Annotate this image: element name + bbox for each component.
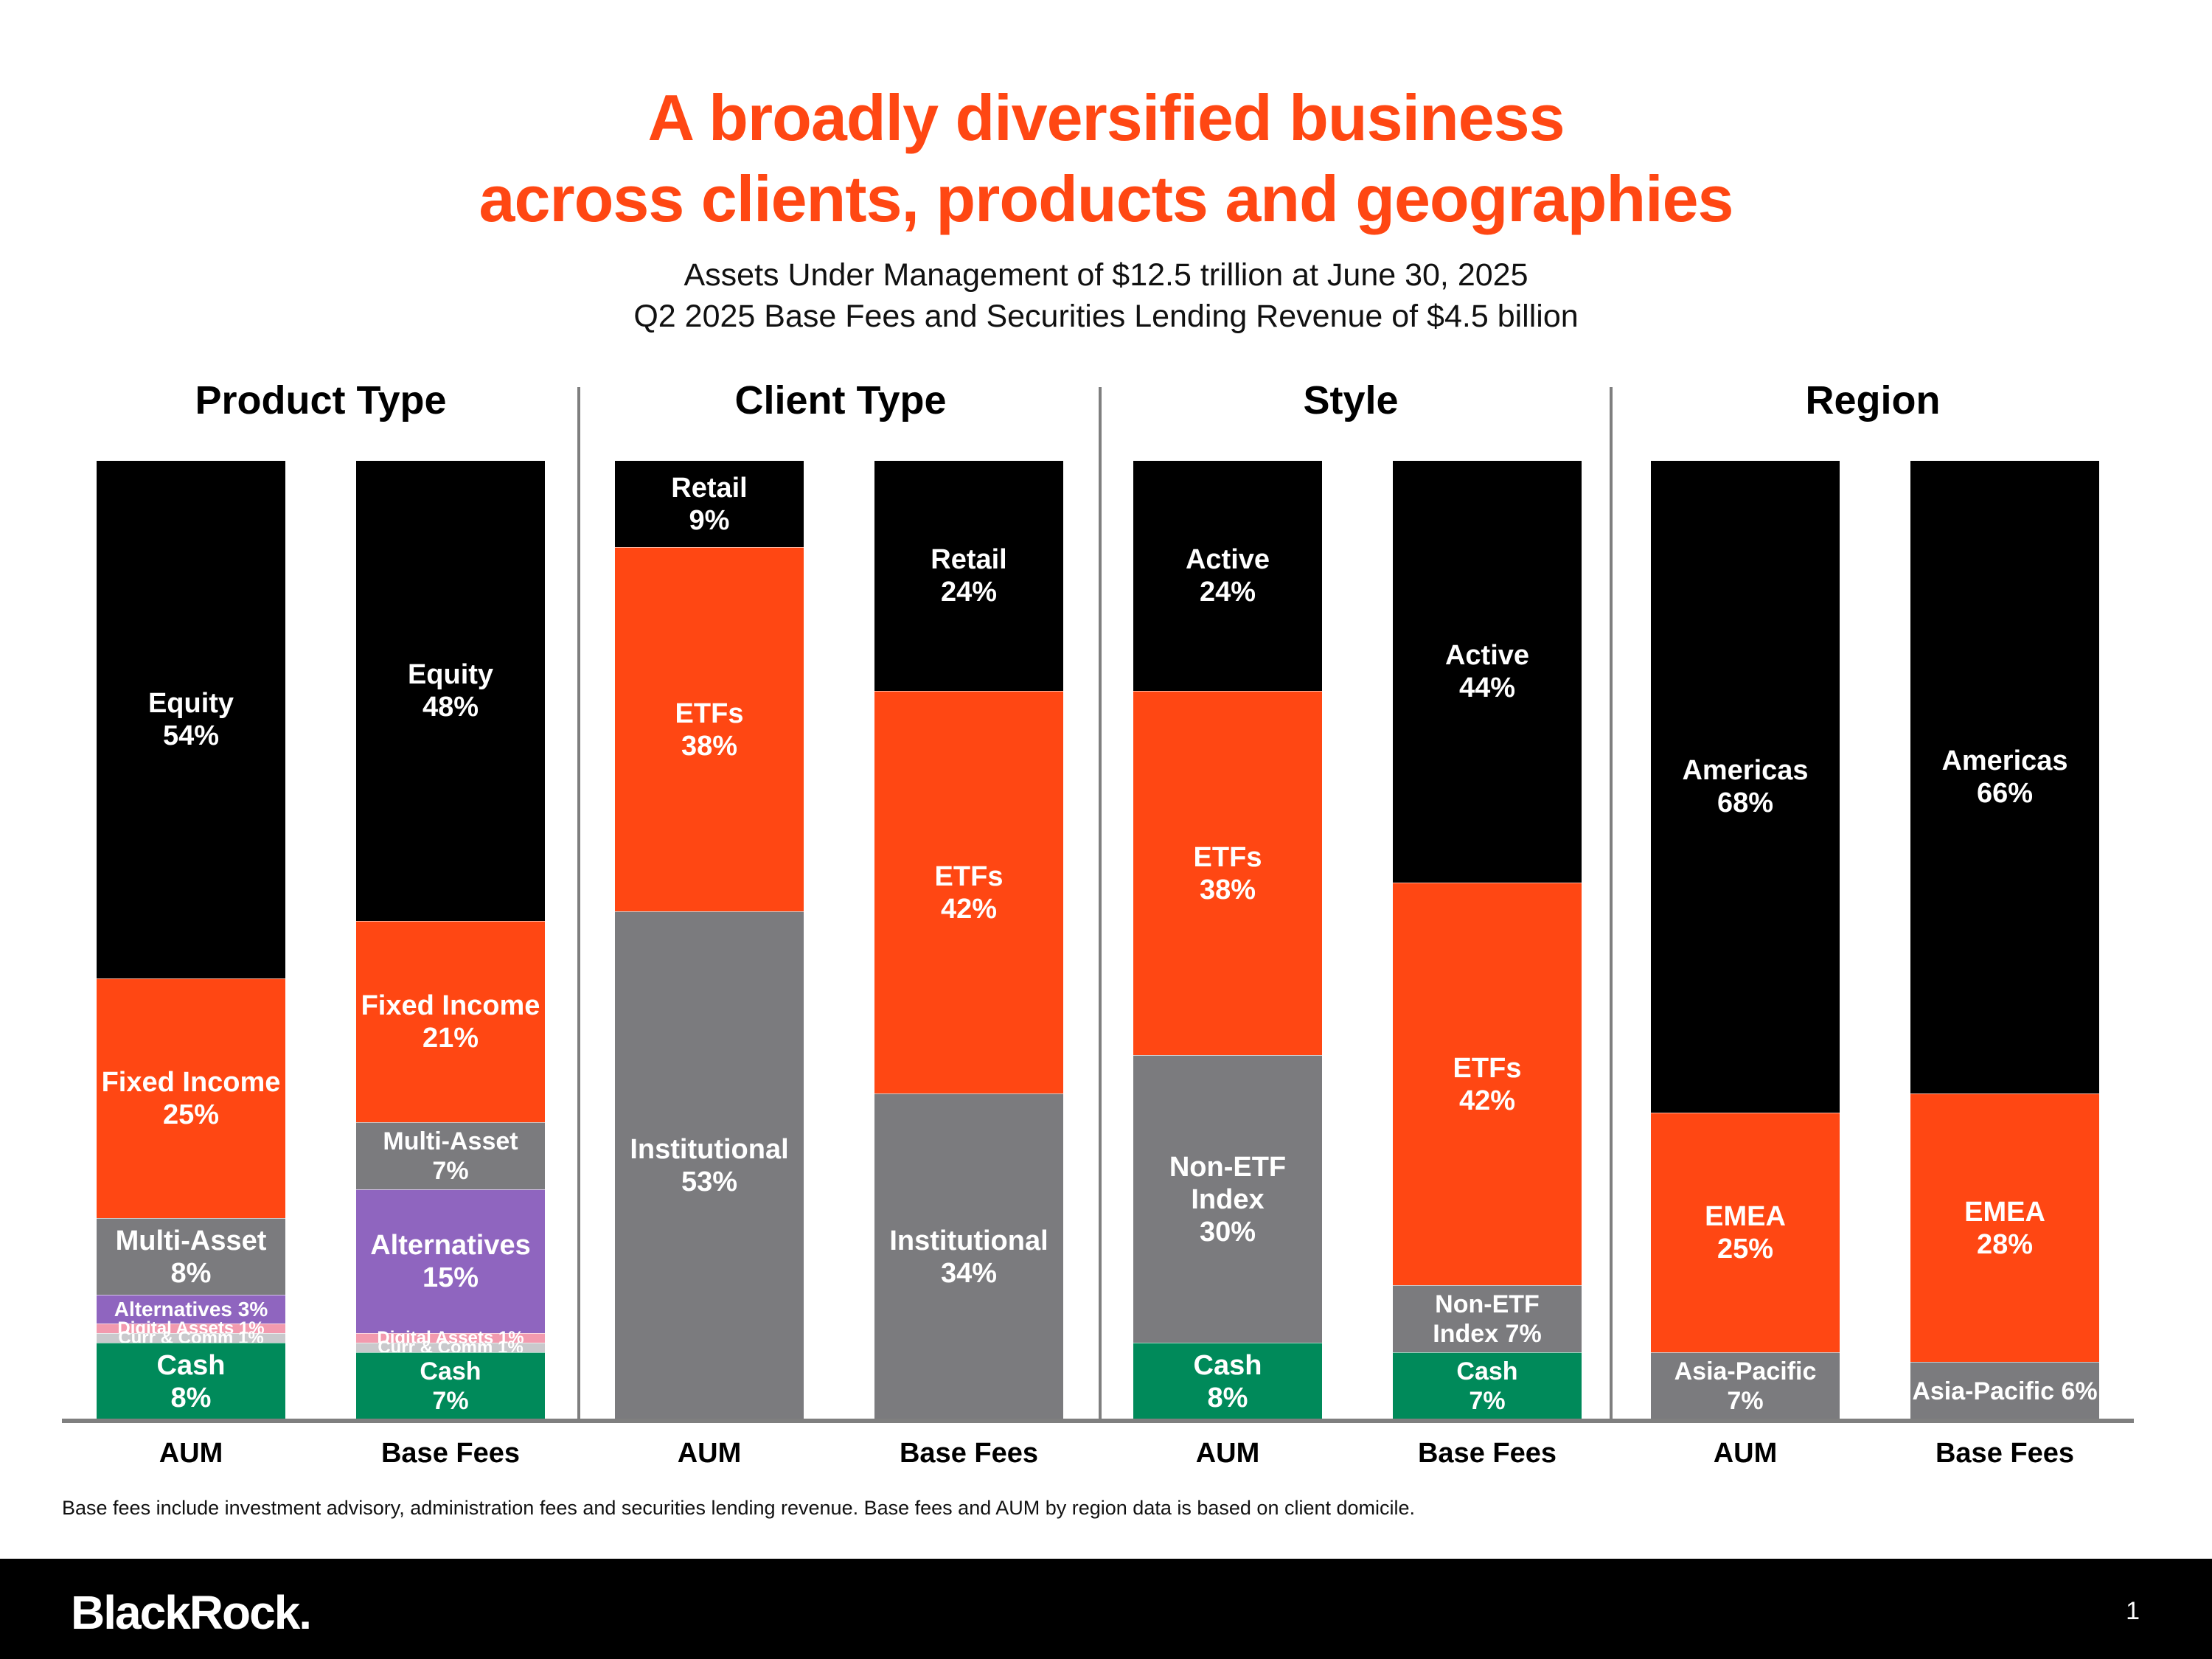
segment-label: Asia-Pacific 7% xyxy=(1674,1357,1817,1415)
subtitle-line-1: Assets Under Management of $12.5 trillio… xyxy=(684,257,1528,293)
bar-segment-etfs: ETFs 38% xyxy=(615,547,804,911)
bar-segment-retail: Retail 9% xyxy=(615,461,804,547)
segment-label: Institutional 34% xyxy=(889,1225,1048,1289)
segment-label: EMEA 25% xyxy=(1705,1201,1786,1265)
segment-label: Fixed Income 25% xyxy=(101,1067,281,1130)
segment-label: Retail 9% xyxy=(671,472,748,536)
segment-label: Non-ETF Index 30% xyxy=(1169,1151,1287,1248)
segment-label: Equity 48% xyxy=(407,659,494,723)
bar-segment-etfs: ETFs 38% xyxy=(1133,691,1322,1055)
bar-segment-americas: Americas 66% xyxy=(1910,461,2099,1093)
bar-segment-curr-comm: Curr & Comm 1% xyxy=(356,1338,545,1357)
stacked-bar: Retail 9% ETFs 38% Institutional 53% xyxy=(615,461,804,1419)
segment-label: Multi-Asset 8% xyxy=(115,1225,267,1289)
segment-label: Retail 24% xyxy=(931,544,1007,608)
stacked-bar: Americas 66% EMEA 28% Asia-Pacific 6% xyxy=(1910,461,2099,1419)
bar-segment-multi-asset: Multi-Asset 8% xyxy=(97,1218,285,1295)
bar-segment-asia-pacific: Asia-Pacific 6% xyxy=(1910,1362,2099,1419)
segment-label: Cash 7% xyxy=(1456,1357,1518,1415)
segment-label: Americas 66% xyxy=(1941,745,2068,809)
section-title-client-type: Client Type xyxy=(734,378,947,422)
segment-label: Alternatives 15% xyxy=(370,1230,531,1293)
bar-segment-fixed-income: Fixed Income 25% xyxy=(97,978,285,1218)
bar-segment-retail: Retail 24% xyxy=(874,461,1063,691)
bar-segment-multi-asset: Multi-Asset 7% xyxy=(356,1122,545,1189)
segment-label: Alternatives 3% xyxy=(114,1298,268,1321)
bar-segment-emea: EMEA 25% xyxy=(1651,1113,1840,1352)
title-line-1: A broadly diversified business xyxy=(647,81,1565,154)
segment-label: EMEA 28% xyxy=(1964,1196,2045,1260)
bar-segment-alternatives: Alternatives 3% xyxy=(97,1295,285,1324)
bar-segment-cash: Cash 7% xyxy=(1393,1352,1582,1419)
segment-label: ETFs 42% xyxy=(1453,1052,1522,1116)
bar-segment-americas: Americas 68% xyxy=(1651,461,1840,1113)
segment-label: Cash 7% xyxy=(420,1357,481,1415)
segment-label: ETFs 38% xyxy=(1193,841,1262,905)
segment-label: ETFs 38% xyxy=(675,698,744,762)
section-divider xyxy=(577,387,580,1423)
stacked-bar: Americas 68% EMEA 25% Asia-Pacific 7% xyxy=(1651,461,1840,1419)
bar-segment-cash: Cash 8% xyxy=(1133,1343,1322,1419)
bar-segment-digital-assets: Digital Assets 1% xyxy=(356,1329,545,1348)
bar-segment-equity: Equity 54% xyxy=(97,461,285,978)
section-title-style: Style xyxy=(1303,378,1399,422)
section-title-product-type: Product Type xyxy=(195,378,447,422)
x-axis-label: Base Fees xyxy=(380,1438,520,1469)
x-axis-label: AUM xyxy=(1195,1438,1260,1469)
section-divider xyxy=(1099,387,1102,1423)
bar-segment-active: Active 44% xyxy=(1393,461,1582,883)
chart-baseline xyxy=(62,1419,2134,1423)
stacked-bar: Retail 24% ETFs 42% Institutional 34% xyxy=(874,461,1063,1419)
stacked-bar: Active 24% ETFs 38% Non-ETF Index 30% Cash … xyxy=(1133,461,1322,1419)
segment-label: Active 44% xyxy=(1444,640,1530,703)
segment-label: Institutional 53% xyxy=(630,1134,789,1197)
stacked-bar: Equity 48% Fixed Income 21% Multi-Asset 7%… xyxy=(356,461,545,1419)
bar-segment-active: Active 24% xyxy=(1133,461,1322,691)
section-divider xyxy=(1610,387,1613,1423)
segment-label: Active 24% xyxy=(1185,544,1270,608)
segment-label: Americas 68% xyxy=(1682,755,1809,818)
footnote: Base fees include investment advisory, a… xyxy=(62,1497,1416,1519)
bar-segment-etfs: ETFs 42% xyxy=(874,691,1063,1093)
x-axis-label: Base Fees xyxy=(899,1438,1038,1469)
segment-label: Non-ETF Index 7% xyxy=(1433,1290,1542,1348)
page-number: 1 xyxy=(2126,1597,2140,1625)
section-title-region: Region xyxy=(1805,378,1941,422)
title-line-2: across clients, products and geographies xyxy=(479,162,1734,235)
bar-segment-institutional: Institutional 34% xyxy=(874,1093,1063,1419)
bar-segment-non-etf-index: Non-ETF Index 30% xyxy=(1133,1055,1322,1343)
segment-label: ETFs 42% xyxy=(934,860,1004,925)
bar-segment-emea: EMEA 28% xyxy=(1910,1093,2099,1362)
bar-segment-institutional: Institutional 53% xyxy=(615,911,804,1419)
footer-bar xyxy=(0,1559,2212,1659)
bar-segment-equity: Equity 48% xyxy=(356,461,545,921)
bar-segment-fixed-income: Fixed Income 21% xyxy=(356,921,545,1122)
x-axis-label: AUM xyxy=(159,1438,223,1469)
segment-label: Cash 8% xyxy=(156,1349,226,1413)
bar-segment-cash: Cash 8% xyxy=(97,1343,285,1419)
subtitle-line-2: Q2 2025 Base Fees and Securities Lending… xyxy=(633,299,1579,334)
segment-label: Cash 8% xyxy=(1193,1349,1262,1413)
stacked-bar: Active 44% ETFs 42% Non-ETF Index 7% Cash 7… xyxy=(1393,461,1582,1419)
blackrock-logo: BlackRock. xyxy=(71,1586,312,1639)
bar-segment-etfs: ETFs 42% xyxy=(1393,883,1582,1285)
segment-label: Multi-Asset 7% xyxy=(383,1127,518,1185)
bar-segment-asia-pacific: Asia-Pacific 7% xyxy=(1651,1352,1840,1419)
segment-label: Asia-Pacific 6% xyxy=(1912,1377,2098,1405)
bar-segment-alternatives: Alternatives 15% xyxy=(356,1189,545,1333)
bar-segment-non-etf-index: Non-ETF Index 7% xyxy=(1393,1285,1582,1352)
segment-label: Fixed Income 21% xyxy=(361,990,540,1054)
bar-segment-curr-comm: Curr & Comm 1% xyxy=(97,1329,285,1348)
x-axis-label: Base Fees xyxy=(1935,1438,2074,1469)
x-axis-label: AUM xyxy=(677,1438,742,1469)
segment-label: Equity 54% xyxy=(147,688,234,751)
stacked-bar: Equity 54% Fixed Income 25% Multi-Asset 8%… xyxy=(97,461,285,1419)
x-axis-label: Base Fees xyxy=(1417,1438,1557,1469)
x-axis-label: AUM xyxy=(1713,1438,1778,1469)
bar-segment-cash: Cash 7% xyxy=(356,1352,545,1419)
